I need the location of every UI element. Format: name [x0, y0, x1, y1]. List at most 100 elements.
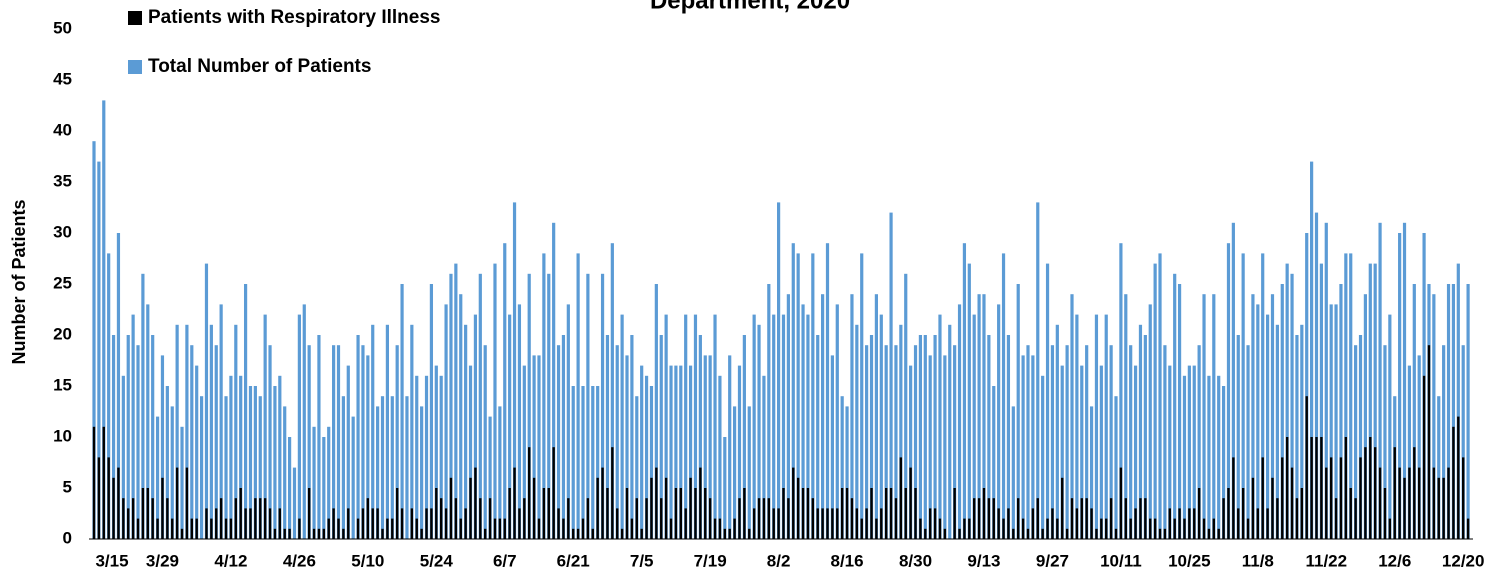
bar	[243, 284, 248, 539]
bar	[552, 222, 556, 540]
bar	[596, 477, 599, 539]
bar	[542, 488, 546, 539]
bar	[292, 467, 297, 539]
bar	[537, 518, 541, 539]
bar	[464, 508, 467, 539]
bar	[439, 498, 443, 539]
bar	[107, 457, 110, 539]
bar	[268, 345, 272, 539]
bar	[1036, 202, 1040, 539]
bar	[968, 518, 971, 539]
bar	[640, 528, 643, 539]
bar	[743, 488, 746, 539]
bar	[1041, 528, 1044, 539]
y-tick-label: 10	[53, 426, 72, 445]
bar	[992, 386, 996, 539]
bar	[1427, 345, 1431, 539]
bar	[116, 233, 121, 539]
bar	[704, 488, 707, 539]
bar	[708, 498, 712, 539]
bar	[772, 314, 776, 539]
bar	[1148, 304, 1152, 539]
bar	[449, 477, 453, 539]
bar	[1075, 314, 1079, 539]
bar	[273, 386, 277, 539]
bar	[1153, 263, 1157, 539]
bar	[1100, 518, 1103, 539]
bar	[1217, 375, 1221, 539]
bar	[1320, 437, 1323, 539]
bar	[576, 253, 580, 539]
bar	[1241, 253, 1245, 539]
bar	[97, 457, 101, 539]
bar	[131, 498, 135, 539]
bar	[933, 508, 937, 539]
bar	[835, 304, 839, 539]
bar	[660, 498, 663, 539]
bar	[933, 335, 937, 539]
bar	[361, 345, 365, 539]
bar	[694, 488, 697, 539]
x-tick-label: 10/25	[1168, 551, 1211, 570]
bar	[958, 528, 961, 539]
bar	[1119, 467, 1123, 539]
bar	[1177, 284, 1182, 539]
bar	[278, 508, 282, 539]
bar	[1192, 365, 1196, 539]
bar	[469, 477, 472, 539]
bar	[1452, 426, 1455, 539]
bar	[346, 365, 350, 539]
bar	[171, 518, 174, 539]
bar	[713, 518, 717, 539]
bar	[689, 477, 692, 539]
bar	[1007, 508, 1010, 539]
bar	[816, 508, 819, 539]
bar	[503, 243, 507, 539]
bar	[1173, 273, 1177, 539]
bar	[146, 304, 150, 539]
x-tick-label: 12/6	[1378, 551, 1411, 570]
bar	[777, 508, 780, 539]
bar	[444, 304, 448, 539]
y-tick-label: 20	[53, 324, 72, 343]
bar	[195, 365, 199, 539]
bar	[777, 202, 781, 539]
bar	[1270, 294, 1275, 539]
bar	[205, 508, 208, 539]
bar	[894, 498, 898, 539]
bar	[444, 508, 448, 539]
bar	[517, 304, 522, 539]
bar	[1276, 498, 1279, 539]
bar	[1168, 365, 1172, 539]
bar	[1398, 467, 1401, 539]
bar	[801, 488, 805, 539]
bar	[977, 498, 981, 539]
bar	[1095, 528, 1098, 539]
bar	[1036, 498, 1039, 539]
bar	[630, 335, 634, 539]
bar	[972, 314, 976, 539]
bar	[1344, 437, 1348, 539]
bar	[92, 141, 96, 539]
bar	[317, 528, 321, 539]
bar	[386, 518, 389, 539]
bar	[1314, 212, 1319, 539]
bar	[625, 488, 629, 539]
bar	[459, 294, 463, 539]
bar	[185, 467, 189, 539]
x-tick-label: 6/21	[557, 551, 590, 570]
bar	[1021, 518, 1025, 539]
bar	[562, 518, 565, 539]
x-tick-label: 5/10	[351, 551, 384, 570]
bar	[748, 528, 751, 539]
x-tick-label: 3/15	[95, 551, 128, 570]
bar	[1334, 498, 1338, 539]
bar	[919, 518, 922, 539]
bar	[1403, 477, 1406, 539]
bar	[410, 508, 414, 539]
bar	[1026, 345, 1030, 539]
bar	[449, 273, 453, 539]
bar	[831, 508, 834, 539]
bar	[855, 324, 859, 539]
x-tick-label: 10/11	[1100, 551, 1142, 570]
